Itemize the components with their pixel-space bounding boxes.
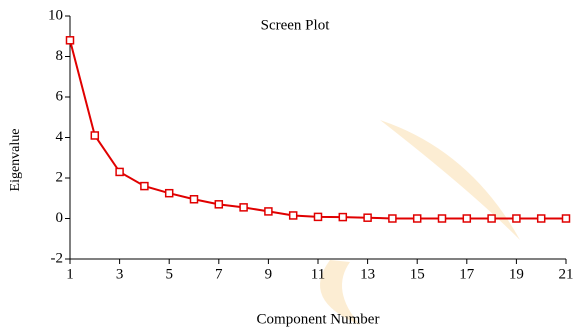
series-line bbox=[70, 40, 566, 218]
x-tick-label: 21 bbox=[559, 266, 574, 282]
point bbox=[141, 183, 148, 190]
x-tick-label: 9 bbox=[265, 266, 273, 282]
x-tick-label: 17 bbox=[459, 266, 475, 282]
x-axis-label: Component Number bbox=[257, 311, 380, 327]
point bbox=[439, 215, 446, 222]
y-axis-label: Eigenvalue bbox=[8, 129, 23, 192]
y-tick-label: -2 bbox=[51, 250, 64, 266]
point bbox=[116, 168, 123, 175]
y-tick-label: 10 bbox=[48, 7, 63, 23]
chart: Screen Plot Component Number Eigenvalue … bbox=[0, 0, 577, 331]
x-tick-label: 13 bbox=[360, 266, 375, 282]
x-tick-label: 7 bbox=[215, 266, 223, 282]
chart-title: Screen Plot bbox=[261, 17, 331, 33]
y-tick-label: 4 bbox=[56, 129, 64, 145]
point bbox=[265, 208, 272, 215]
point bbox=[563, 215, 570, 222]
y-tick-label: 0 bbox=[56, 210, 64, 226]
point bbox=[67, 37, 74, 44]
x-tick-label: 5 bbox=[165, 266, 173, 282]
x-tick-label: 11 bbox=[311, 266, 325, 282]
watermark bbox=[380, 120, 520, 240]
x-tick-label: 19 bbox=[509, 266, 524, 282]
x-tick-label: 1 bbox=[66, 266, 74, 282]
point bbox=[364, 214, 371, 221]
point bbox=[488, 215, 495, 222]
point bbox=[538, 215, 545, 222]
point bbox=[513, 215, 520, 222]
point bbox=[240, 204, 247, 211]
point bbox=[191, 196, 198, 203]
point bbox=[414, 215, 421, 222]
x-tick-label: 3 bbox=[116, 266, 124, 282]
y-tick-label: 2 bbox=[56, 169, 64, 185]
point bbox=[315, 213, 322, 220]
point bbox=[290, 212, 297, 219]
point bbox=[339, 214, 346, 221]
point bbox=[389, 215, 396, 222]
point bbox=[215, 201, 222, 208]
point bbox=[166, 190, 173, 197]
point bbox=[463, 215, 470, 222]
point bbox=[91, 132, 98, 139]
y-tick-label: 6 bbox=[56, 88, 64, 104]
y-tick-label: 8 bbox=[56, 48, 64, 64]
x-tick-label: 15 bbox=[410, 266, 425, 282]
